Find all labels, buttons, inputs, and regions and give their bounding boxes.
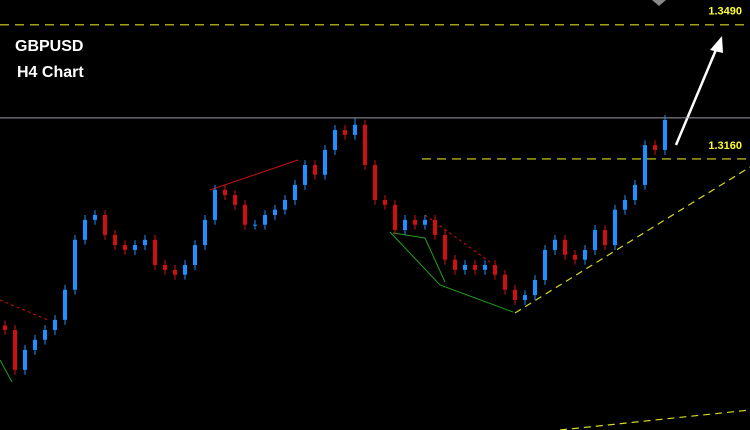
trend-line <box>514 166 750 314</box>
pattern-line <box>392 232 446 283</box>
candle-body <box>563 239 567 255</box>
candle-body <box>133 245 137 250</box>
pattern-line <box>0 359 13 383</box>
candle-body <box>93 215 97 220</box>
candle-body <box>593 230 597 250</box>
chart-title: GBPUSD <box>15 38 83 55</box>
candle-body <box>173 269 177 275</box>
candle-body <box>443 234 447 260</box>
candle-body <box>233 195 237 205</box>
candle-body <box>33 339 37 350</box>
candle-body <box>273 209 277 215</box>
candle-body <box>483 264 487 270</box>
candle-body <box>293 184 297 200</box>
candle-body <box>43 330 47 340</box>
candle-body <box>583 249 587 260</box>
candle-body <box>393 204 397 231</box>
candle-body <box>413 219 417 225</box>
candle-body <box>143 239 147 246</box>
candle-body <box>433 219 437 235</box>
candle-body <box>153 239 157 265</box>
pattern-line <box>0 299 49 321</box>
candle-body <box>473 264 477 270</box>
candle-body <box>83 219 87 240</box>
candle-body <box>203 219 207 246</box>
candle-body <box>533 280 537 296</box>
candle-body <box>573 254 577 260</box>
candle-body <box>423 219 427 225</box>
candle-body <box>513 289 517 300</box>
candle-body <box>653 145 657 150</box>
candle-body <box>343 130 347 135</box>
candle-body <box>163 264 167 270</box>
arrow-head <box>710 36 723 53</box>
candle-body <box>503 274 507 290</box>
candle-body <box>53 319 57 331</box>
candle-body <box>3 325 7 331</box>
candle-body <box>213 189 217 220</box>
candle-body <box>493 264 497 275</box>
candle-body <box>193 245 197 265</box>
candle-body <box>263 215 267 225</box>
candle-body <box>323 149 327 175</box>
candle-body <box>603 230 607 246</box>
candle-body <box>23 349 27 370</box>
candle-body <box>623 199 627 210</box>
candle-body <box>553 239 557 250</box>
pattern-line <box>389 231 514 313</box>
candle-body <box>523 295 527 300</box>
candle-body <box>543 249 547 281</box>
candle-body <box>13 330 17 370</box>
candle-body <box>633 184 637 200</box>
trend-line <box>559 409 750 430</box>
arrow-shaft <box>674 44 720 146</box>
candle-body <box>313 165 317 175</box>
candle-body <box>463 264 467 270</box>
scroll-marker <box>652 0 666 6</box>
candle-body <box>373 165 377 200</box>
candle-body <box>253 224 257 226</box>
chart-subtitle: H4 Chart <box>17 64 84 81</box>
candle-body <box>123 245 127 250</box>
candle-body <box>303 165 307 185</box>
candle-body <box>223 189 227 196</box>
candle-body <box>663 119 667 150</box>
candle-body <box>383 199 387 205</box>
candle-body <box>73 239 77 290</box>
candle-body <box>283 199 287 210</box>
candle-body <box>643 145 647 185</box>
candle-body <box>403 219 407 231</box>
candle-body <box>363 124 367 166</box>
candle-body <box>453 259 457 270</box>
candle-body <box>613 209 617 246</box>
candle-body <box>353 124 357 135</box>
candle-body <box>333 130 337 150</box>
level-label: 1.3490 <box>708 6 742 18</box>
candle-body <box>243 204 247 225</box>
level-label: 1.3160 <box>708 140 742 152</box>
candle-body <box>183 264 187 275</box>
candle-body <box>103 215 107 235</box>
candle-body <box>63 289 67 320</box>
candle-body <box>113 234 117 246</box>
